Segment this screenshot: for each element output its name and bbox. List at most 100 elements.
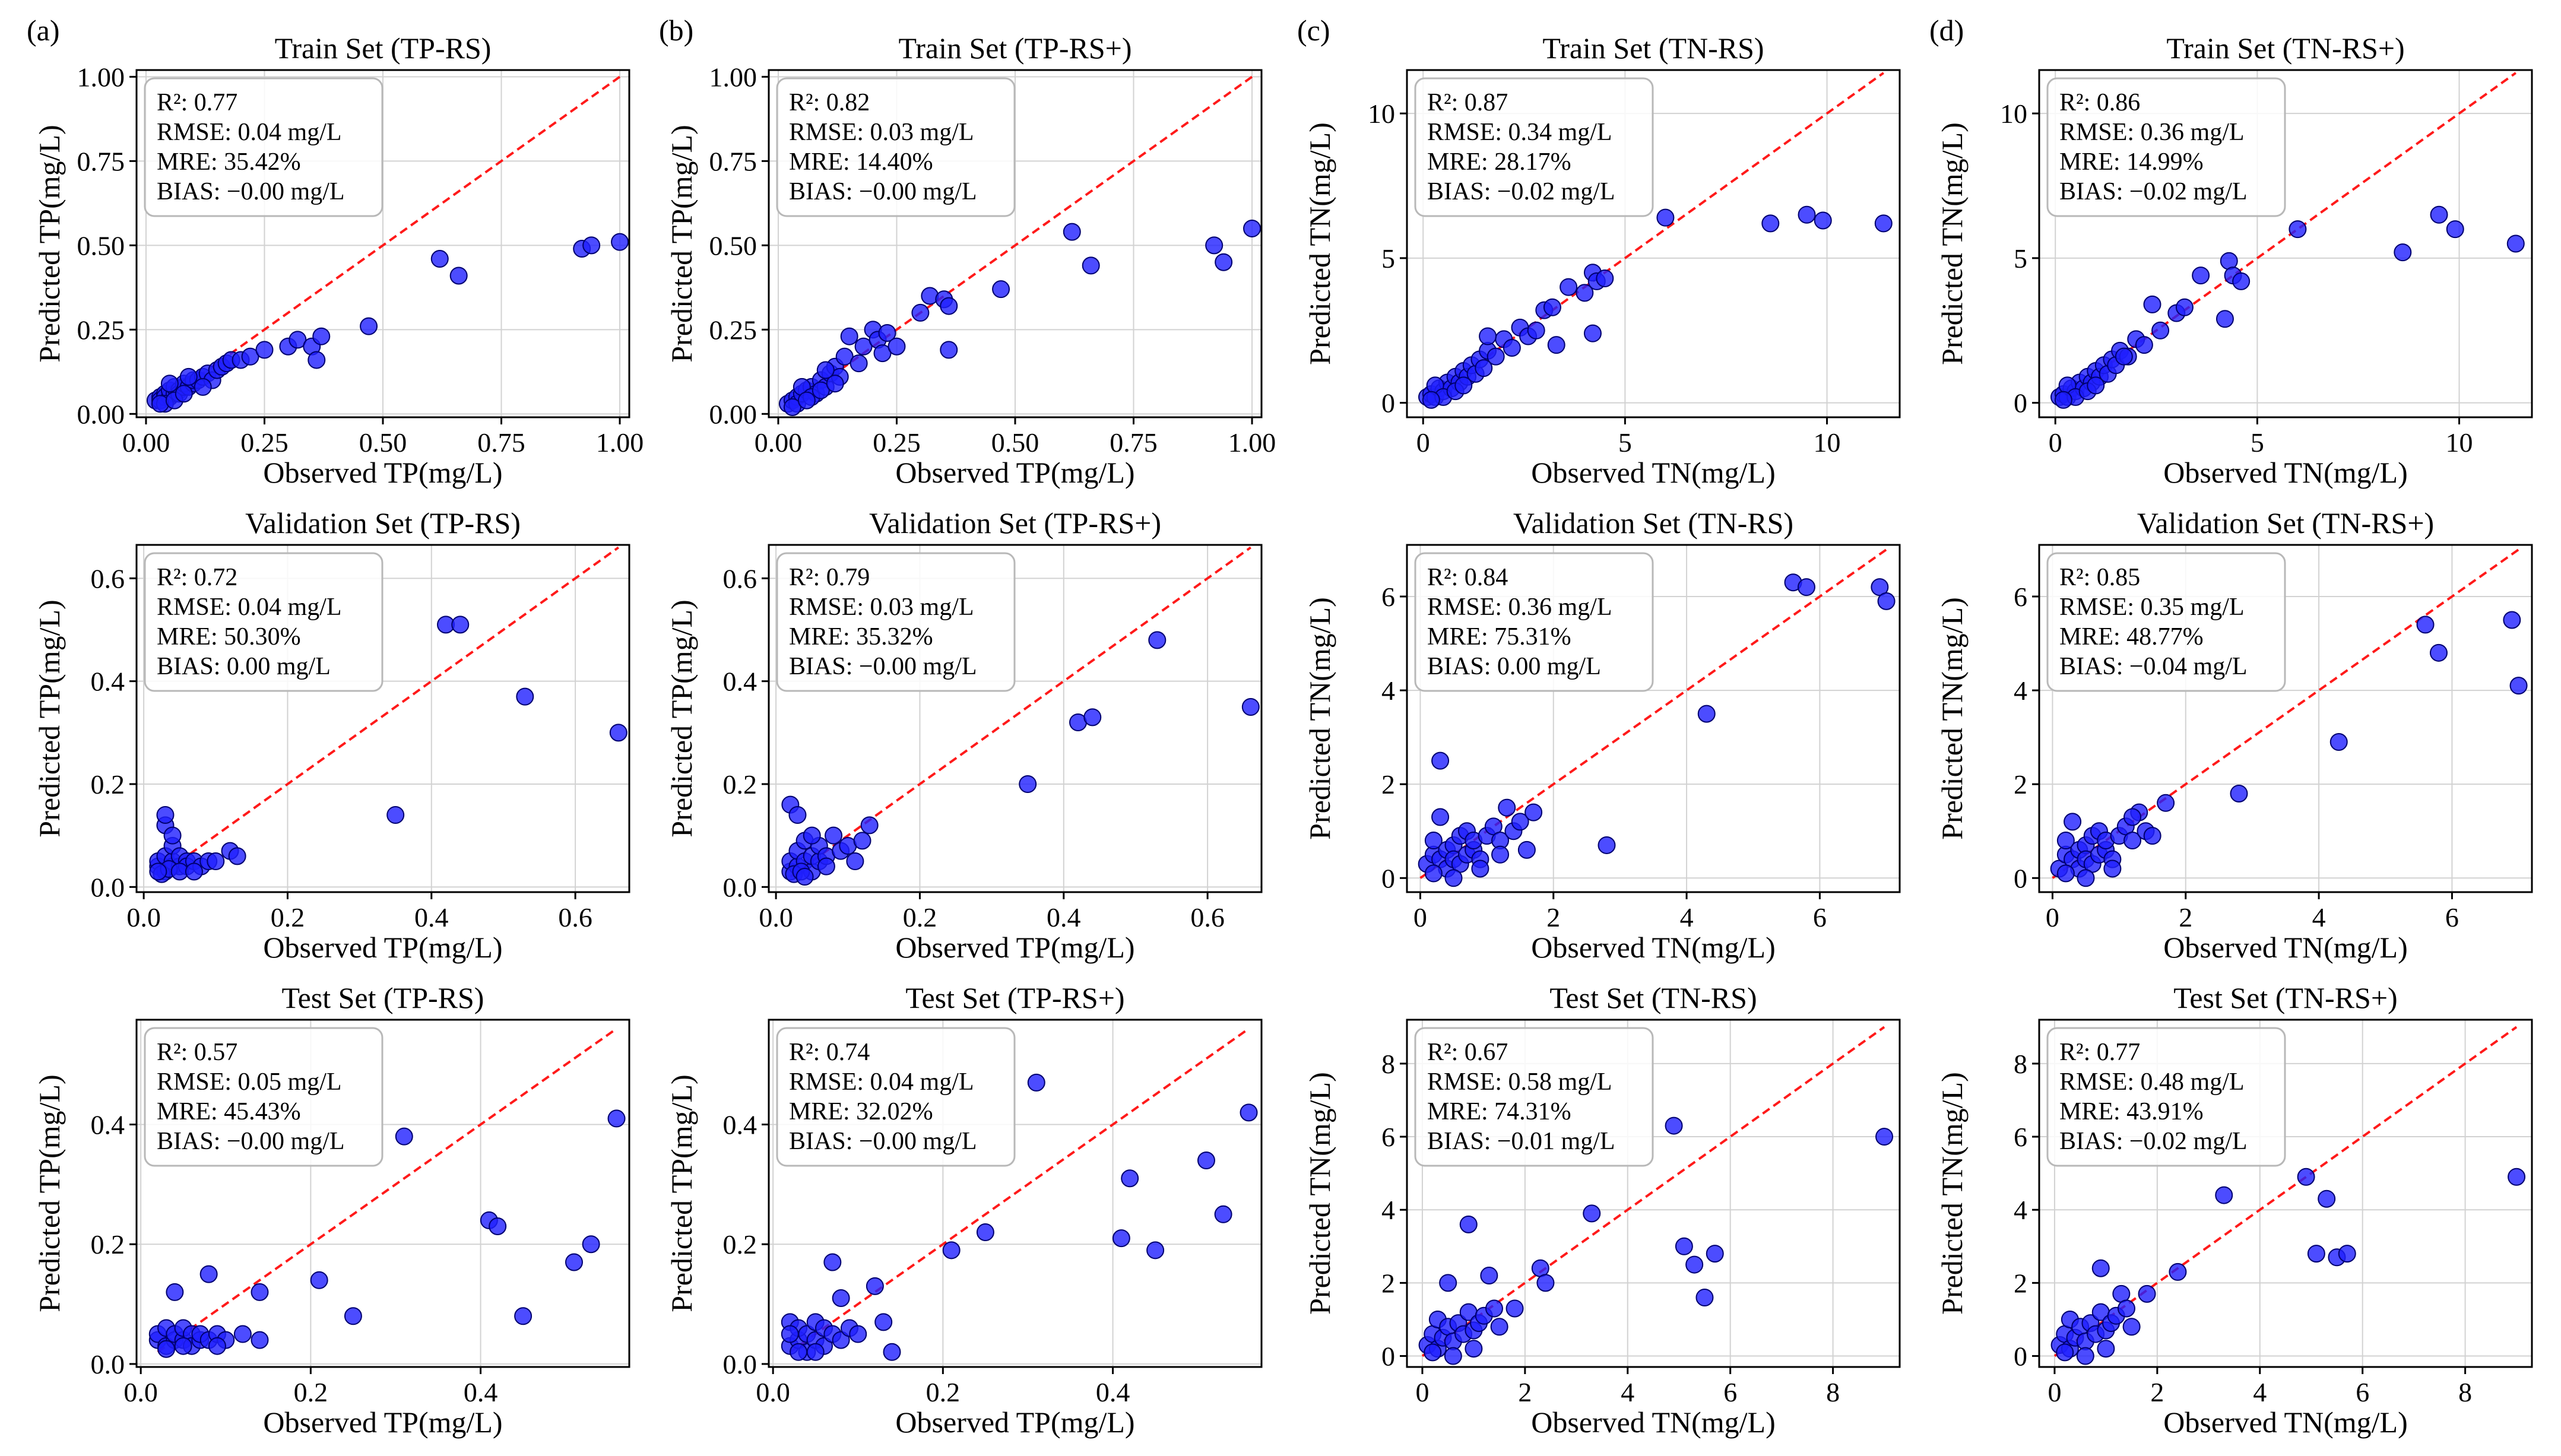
stats-line: RMSE: 0.04 mg/L [157,594,342,621]
data-point [1656,208,1675,227]
y-axis-label: Predicted TN(mg/L) [1935,597,1969,840]
x-tick-label: 0.2 [271,902,305,932]
stats-line: RMSE: 0.48 mg/L [2059,1068,2245,1096]
y-tick-label: 0.4 [723,667,757,697]
stats-line: MRE: 74.31% [1427,1098,1571,1125]
data-point [1697,705,1716,723]
plot-frame [768,69,1263,418]
data-point [163,826,182,845]
y-tick-label: 2 [1381,1268,1395,1298]
stats-box [1414,1027,1654,1167]
data-point [2297,1168,2315,1186]
data-point [2097,1340,2115,1358]
data-point [2509,677,2528,695]
data-point [344,1307,362,1325]
data-point [179,367,198,386]
y-tick-label: 0.6 [723,563,757,594]
stats-box [1414,77,1654,217]
y-tick-label: 0.0 [723,872,757,902]
x-tick-label: 0.50 [359,427,407,458]
data-point [360,317,378,335]
x-axis-label: Observed TN(mg/L) [2163,456,2407,489]
data-point [1471,859,1489,878]
y-tick-label: 0.2 [723,1229,757,1260]
stats-line: R²: 0.82 [789,89,870,116]
scatter-panel-validation-tp-rs: 0.0 0.2 0.4 0.6 0.0 0.2 0.4 0.6 R²: 0.72 RMSE: 0.… [33,506,630,964]
data-point [207,852,225,870]
stats-line: BIAS: −0.00 mg/L [789,178,977,205]
x-tick-label: 10 [1814,427,1841,458]
data-point [2157,794,2175,812]
stats-line: MRE: 75.31% [1427,623,1571,651]
stats-line: R²: 0.79 [789,564,870,591]
x-tick-label: 0 [1415,1377,1429,1407]
data-point [395,1127,413,1146]
stats-line: BIAS: 0.00 mg/L [1427,653,1601,680]
data-point [2056,1343,2074,1362]
x-tick-label: 0.6 [558,902,592,932]
x-axis-label: Observed TP(mg/L) [895,1406,1134,1439]
x-tick-label: 0.6 [1190,902,1225,932]
one-to-one-reference-line [157,546,619,878]
data-points [148,1109,626,1358]
data-point [1877,592,1896,610]
y-tick-label: 0 [1381,863,1395,893]
data-point [1503,339,1521,357]
data-point [2506,234,2525,253]
chart-title: Train Set (TP-RS) [275,31,492,65]
y-tick-label: 4 [1381,675,1395,706]
y-tick-label: 0.0 [91,1349,125,1379]
data-point [175,385,193,403]
data-point [2307,1245,2325,1263]
data-point [1596,269,1614,287]
data-point [2115,347,2133,366]
data-point [2143,295,2161,313]
y-tick-label: 0.6 [91,563,125,594]
y-tick-label: 10 [1368,99,1395,129]
one-to-one-reference-line [789,1027,1250,1353]
plot-frame [1406,1019,1901,1368]
data-point [1797,578,1815,597]
chart-title: Validation Set (TN-RS) [1513,506,1793,540]
y-tick-label: 0.50 [709,230,757,261]
y-axis-label: Predicted TP(mg/L) [33,1074,66,1312]
data-point [157,1340,176,1358]
stats-line: MRE: 35.32% [789,623,933,651]
y-axis-label: Predicted TP(mg/L) [33,599,66,837]
one-to-one-reference-line [1422,72,1884,404]
y-tick-label: 0 [2014,1341,2027,1372]
y-tick-label: 0 [2014,388,2027,418]
stats-line: R²: 0.86 [2059,89,2140,116]
data-points [1418,573,1896,887]
y-tick-label: 2 [1381,769,1395,800]
y-tick-label: 1.00 [77,62,125,92]
stats-line: RMSE: 0.03 mg/L [789,119,974,146]
data-point [2076,1347,2094,1365]
data-points [778,219,1262,416]
data-points [2050,205,2525,409]
stats-box [2046,77,2286,217]
data-point [2103,859,2122,878]
stats-line: RMSE: 0.05 mg/L [157,1068,342,1096]
x-tick-label: 0.0 [126,902,161,932]
data-point [149,862,167,881]
x-tick-label: 0.4 [464,1377,498,1407]
data-point [516,687,534,706]
data-points [1418,1116,1894,1365]
chart-title: Validation Set (TN-RS+) [2137,506,2434,540]
data-point [1082,256,1100,275]
y-tick-label: 8 [2014,1049,2027,1079]
data-point [2056,864,2075,883]
y-tick-label: 4 [2014,1195,2027,1225]
x-tick-label: 0 [1413,902,1427,932]
data-point [816,361,835,379]
scatter-panel-validation-tp-rsplus: 0.0 0.2 0.4 0.6 0.0 0.2 0.4 0.6 R²: 0.79 RMSE: 0.… [665,506,1263,964]
data-point [2077,869,2095,887]
x-axis-label: Observed TP(mg/L) [263,1406,502,1439]
x-tick-label: 0.2 [926,1377,961,1407]
data-point [1583,1204,1601,1223]
data-point [156,806,175,824]
